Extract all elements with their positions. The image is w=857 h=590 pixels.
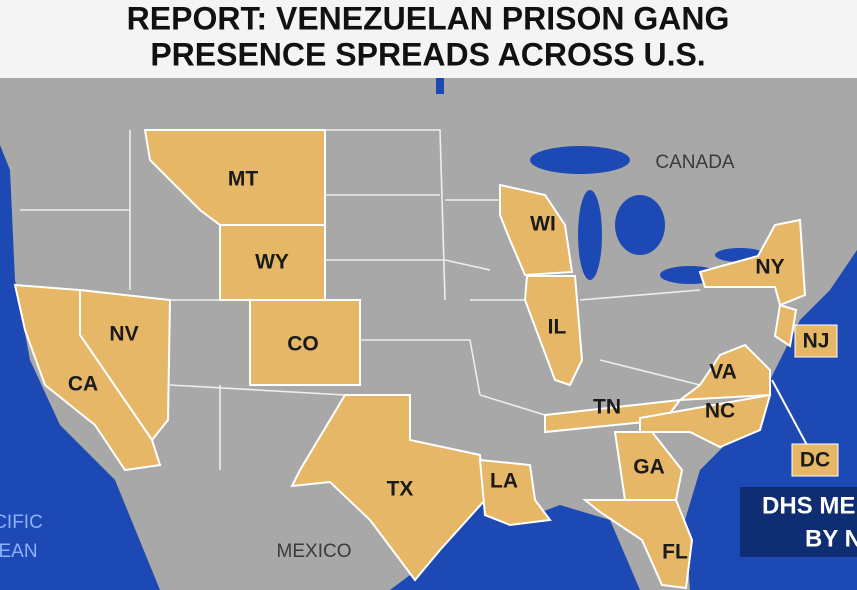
state-shape (698, 218, 807, 307)
banner-text: BY N (805, 525, 857, 552)
dc-pointer (771, 379, 809, 448)
state-shape (290, 394, 487, 582)
state-label: NV (109, 323, 138, 346)
banner-text: DHS ME (762, 492, 855, 519)
state-label: NJ (803, 330, 830, 353)
state-shape (499, 183, 574, 277)
headline: PRESENCE SPREADS ACROSS U.S. (150, 36, 705, 72)
state-label: TX (387, 478, 414, 501)
state-label: TN (593, 396, 621, 419)
state-borders (20, 129, 701, 470)
state-label: WI (530, 213, 556, 236)
state-shape (249, 299, 361, 386)
place-label: MEXICO (277, 541, 352, 562)
state-label: CA (68, 373, 98, 396)
state-label: VA (709, 361, 737, 384)
state-label: NY (755, 256, 784, 279)
state-shape (773, 303, 798, 348)
state-shape (143, 129, 326, 226)
state-labels: MT WY CO NV CA TX WI IL NY NJ VA TN NC G… (68, 168, 830, 564)
state-shape (13, 283, 162, 472)
state-label: MT (228, 168, 258, 191)
headline: REPORT: VENEZUELAN PRISON GANG (127, 0, 730, 36)
state-label: LA (490, 470, 518, 493)
title-bar (0, 0, 857, 78)
state-shape (523, 275, 584, 387)
highlighted-states (13, 129, 807, 590)
state-label: IL (548, 316, 567, 339)
ocean-label: CIFIC (0, 512, 43, 533)
dc-label-box (791, 443, 839, 477)
nj-label-box (794, 324, 838, 358)
state-shape (613, 431, 684, 501)
state-label: FL (662, 541, 688, 564)
state-label: WY (255, 251, 289, 274)
state-label: CO (287, 333, 319, 356)
state-label: NC (705, 400, 735, 423)
state-shape (582, 499, 694, 590)
place-label: CANADA (655, 152, 735, 173)
state-label: GA (633, 456, 665, 479)
state-label: DC (800, 449, 830, 472)
state-shape (478, 458, 552, 527)
title-notch (436, 78, 444, 94)
lower-banner (740, 487, 857, 557)
ocean-label: EAN (0, 541, 38, 562)
